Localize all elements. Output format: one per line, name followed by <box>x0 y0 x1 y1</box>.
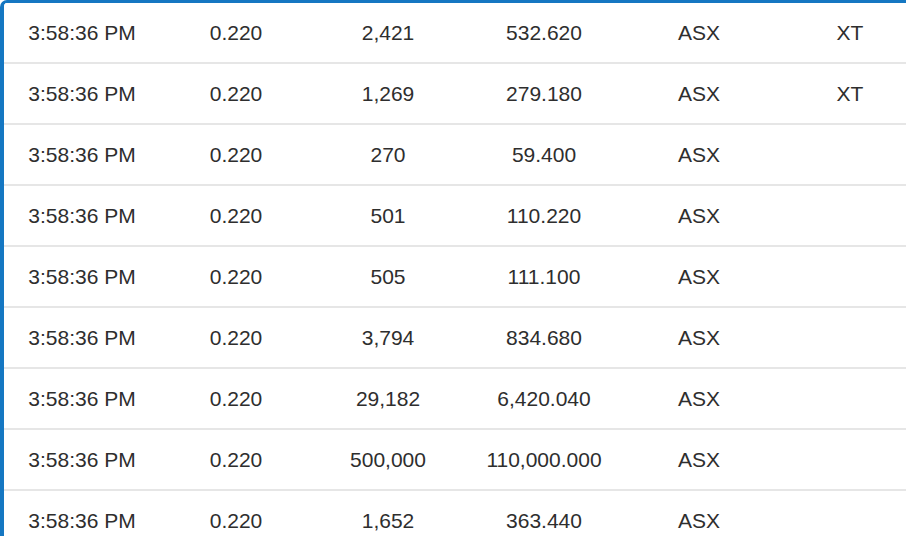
cell-exchange: ASX <box>624 82 774 106</box>
cell-price: 0.220 <box>160 21 312 45</box>
cell-value: 532.620 <box>464 21 624 45</box>
cell-time: 3:58:36 PM <box>4 82 160 106</box>
cell-exchange: ASX <box>624 326 774 350</box>
cell-value: 111.100 <box>464 265 624 289</box>
table-row[interactable]: 3:58:36 PM 0.220 2,421 532.620 ASX XT <box>4 3 906 64</box>
cell-quantity: 505 <box>312 265 464 289</box>
cell-time: 3:58:36 PM <box>4 204 160 228</box>
cell-value: 279.180 <box>464 82 624 106</box>
cell-price: 0.220 <box>160 509 312 533</box>
cell-quantity: 1,652 <box>312 509 464 533</box>
cell-value: 59.400 <box>464 143 624 167</box>
cell-price: 0.220 <box>160 204 312 228</box>
trades-table: 3:58:36 PM 0.220 2,421 532.620 ASX XT 3:… <box>4 3 906 536</box>
cell-value: 110,000.000 <box>464 448 624 472</box>
cell-exchange: ASX <box>624 204 774 228</box>
table-row[interactable]: 3:58:36 PM 0.220 1,652 363.440 ASX <box>4 491 906 536</box>
cell-price: 0.220 <box>160 265 312 289</box>
cell-time: 3:58:36 PM <box>4 509 160 533</box>
cell-time: 3:58:36 PM <box>4 448 160 472</box>
table-row[interactable]: 3:58:36 PM 0.220 505 111.100 ASX <box>4 247 906 308</box>
cell-quantity: 2,421 <box>312 21 464 45</box>
cell-value: 6,420.040 <box>464 387 624 411</box>
cell-time: 3:58:36 PM <box>4 265 160 289</box>
cell-time: 3:58:36 PM <box>4 21 160 45</box>
cell-price: 0.220 <box>160 143 312 167</box>
table-row[interactable]: 3:58:36 PM 0.220 270 59.400 ASX <box>4 125 906 186</box>
cell-exchange: ASX <box>624 448 774 472</box>
table-row[interactable]: 3:58:36 PM 0.220 1,269 279.180 ASX XT <box>4 64 906 125</box>
cell-exchange: ASX <box>624 143 774 167</box>
cell-quantity: 3,794 <box>312 326 464 350</box>
cell-quantity: 29,182 <box>312 387 464 411</box>
cell-exchange: ASX <box>624 387 774 411</box>
cell-price: 0.220 <box>160 448 312 472</box>
cell-value: 834.680 <box>464 326 624 350</box>
cell-exchange: ASX <box>624 21 774 45</box>
table-row[interactable]: 3:58:36 PM 0.220 501 110.220 ASX <box>4 186 906 247</box>
cell-price: 0.220 <box>160 326 312 350</box>
cell-value: 363.440 <box>464 509 624 533</box>
table-row[interactable]: 3:58:36 PM 0.220 29,182 6,420.040 ASX <box>4 369 906 430</box>
cell-time: 3:58:36 PM <box>4 387 160 411</box>
cell-quantity: 501 <box>312 204 464 228</box>
cell-price: 0.220 <box>160 387 312 411</box>
cell-exchange: ASX <box>624 509 774 533</box>
cell-quantity: 1,269 <box>312 82 464 106</box>
cell-exchange: ASX <box>624 265 774 289</box>
cell-condition: XT <box>774 21 906 45</box>
cell-condition: XT <box>774 82 906 106</box>
cell-time: 3:58:36 PM <box>4 143 160 167</box>
cell-value: 110.220 <box>464 204 624 228</box>
cell-price: 0.220 <box>160 82 312 106</box>
table-row[interactable]: 3:58:36 PM 0.220 500,000 110,000.000 ASX <box>4 430 906 491</box>
course-of-sales-panel: 3:58:36 PM 0.220 2,421 532.620 ASX XT 3:… <box>0 0 906 536</box>
cell-quantity: 270 <box>312 143 464 167</box>
cell-quantity: 500,000 <box>312 448 464 472</box>
cell-time: 3:58:36 PM <box>4 326 160 350</box>
table-row[interactable]: 3:58:36 PM 0.220 3,794 834.680 ASX <box>4 308 906 369</box>
